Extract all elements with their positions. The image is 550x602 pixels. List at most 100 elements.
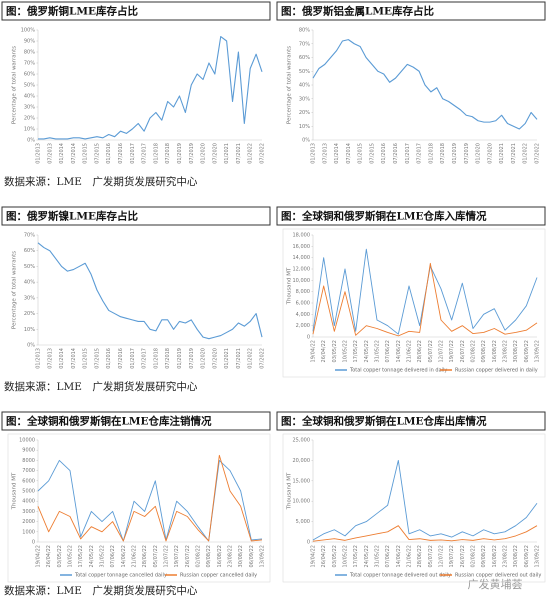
x-tick-label: 01/2022 [248, 348, 254, 369]
x-tick-label: 01/2017 [130, 143, 136, 164]
x-tick-label: 01/2018 [428, 143, 434, 164]
y-tick-label: 30% [24, 295, 35, 301]
y-tick-label: 70% [299, 41, 310, 47]
x-tick-label: 07/2016 [393, 143, 399, 164]
x-tick-label: 14/06/22 [396, 545, 402, 567]
x-tick-label: 28/06/22 [417, 340, 423, 362]
x-tick-label: 07/2013 [47, 143, 53, 164]
y-tick-label: 6,000 [296, 301, 310, 307]
x-tick-label: 01/2021 [499, 143, 505, 164]
data-line [312, 525, 538, 542]
y-tick-label: 7000 [22, 468, 35, 474]
data-line [37, 454, 263, 542]
x-tick-label: 05/07/22 [153, 545, 159, 567]
x-tick-label: 19/04/22 [311, 340, 317, 362]
x-tick-label: 07/2019 [189, 348, 195, 369]
source-note: 数据来源：LME 广发期货发展研究中心 [4, 175, 198, 188]
x-tick-label: 31/05/22 [375, 340, 381, 362]
y-tick-label: 5,000 [296, 519, 310, 525]
legend-label: Russian copper delivered in daily [455, 368, 538, 374]
y-tick-label: 1000 [22, 529, 35, 535]
y-tick-label: 0% [302, 138, 310, 144]
y-tick-label: 20% [299, 110, 310, 116]
x-tick-label: 07/2017 [142, 143, 148, 164]
x-tick-label: 14/06/22 [396, 340, 402, 362]
x-tick-label: 07/06/22 [385, 545, 391, 567]
data-line [312, 248, 538, 335]
x-tick-label: 01/2019 [452, 143, 458, 164]
y-tick-label: 10000 [19, 438, 35, 444]
x-tick-label: 31/05/22 [375, 545, 381, 567]
x-tick-label: 01/2018 [153, 143, 159, 164]
chart-title: 图：全球铜和俄罗斯铜在LME仓库注销情况 [6, 415, 212, 428]
y-tick-label: 10% [299, 124, 310, 130]
y-tick-label: 70% [24, 61, 35, 67]
x-tick-label: 01/2017 [130, 348, 136, 369]
y-tick-label: 80% [299, 28, 310, 34]
legend-label: Total copper tonnage delivered in daily [349, 368, 447, 374]
title-box [1, 411, 271, 431]
x-tick-label: 01/2015 [83, 348, 89, 369]
x-tick-label: 01/2015 [358, 143, 364, 164]
x-tick-label: 30/08/22 [513, 545, 519, 567]
x-tick-label: 30/08/22 [513, 340, 519, 362]
x-tick-label: 10/05/22 [343, 340, 349, 362]
x-tick-label: 07/2014 [71, 143, 77, 164]
x-tick-label: 24/05/22 [89, 545, 95, 567]
x-tick-label: 24/05/22 [364, 545, 370, 567]
y-tick-label: 60% [299, 55, 310, 61]
y-tick-label: 0 [307, 335, 310, 341]
x-tick-label: 01/2013 [36, 143, 42, 164]
x-tick-label: 12/07/22 [164, 545, 170, 567]
x-tick-label: 06/09/22 [249, 545, 255, 567]
y-tick-label: 0% [27, 138, 35, 144]
x-tick-label: 01/2021 [224, 348, 230, 369]
x-tick-label: 28/06/22 [142, 545, 148, 567]
x-tick-label: 01/2020 [476, 143, 482, 164]
y-tick-label: 4,000 [296, 312, 310, 318]
x-tick-label: 12/07/22 [439, 545, 445, 567]
y-tick-label: 18,000 [293, 233, 311, 239]
y-axis-label: Thousand MT [287, 267, 293, 305]
y-tick-label: 12,000 [293, 267, 311, 273]
x-tick-label: 01/2013 [311, 143, 317, 164]
x-tick-label: 19/07/22 [449, 545, 455, 567]
x-tick-label: 07/06/22 [110, 545, 116, 567]
x-tick-label: 19/07/22 [449, 340, 455, 362]
x-tick-label: 02/08/22 [471, 340, 477, 362]
y-tick-label: 0% [27, 343, 35, 349]
y-tick-label: 40% [24, 94, 35, 100]
y-tick-label: 50% [24, 83, 35, 89]
x-tick-label: 05/07/22 [428, 545, 434, 567]
x-tick-label: 07/2017 [142, 348, 148, 369]
y-tick-label: 10% [24, 127, 35, 133]
y-tick-label: 30% [24, 105, 35, 111]
x-tick-label: 07/06/22 [385, 340, 391, 362]
data-line [312, 262, 538, 337]
y-axis-label: Thousand MT [12, 472, 18, 510]
y-tick-label: 50% [24, 264, 35, 270]
y-tick-label: 2,000 [296, 323, 310, 329]
x-tick-label: 14/06/22 [121, 545, 127, 567]
y-tick-label: 30% [299, 96, 310, 102]
x-tick-label: 13/09/22 [260, 545, 266, 567]
y-tick-label: 80% [24, 50, 35, 56]
x-tick-label: 07/2022 [260, 348, 266, 369]
data-line [37, 242, 263, 340]
y-tick-label: 50% [299, 69, 310, 75]
x-tick-label: 13/09/22 [535, 340, 541, 362]
x-tick-label: 07/2018 [165, 348, 171, 369]
x-tick-label: 17/05/22 [353, 545, 359, 567]
data-line [312, 459, 538, 541]
x-tick-label: 01/2014 [59, 143, 65, 164]
y-tick-label: 40% [24, 280, 35, 286]
title-box [276, 206, 546, 226]
x-tick-label: 10/05/22 [343, 545, 349, 567]
x-tick-label: 07/2013 [47, 348, 53, 369]
x-tick-label: 01/2019 [177, 348, 183, 369]
title-box [1, 1, 271, 21]
x-tick-label: 01/2022 [523, 143, 529, 164]
x-tick-label: 23/08/22 [503, 340, 509, 362]
x-tick-label: 09/08/22 [481, 545, 487, 567]
data-line [37, 459, 263, 542]
